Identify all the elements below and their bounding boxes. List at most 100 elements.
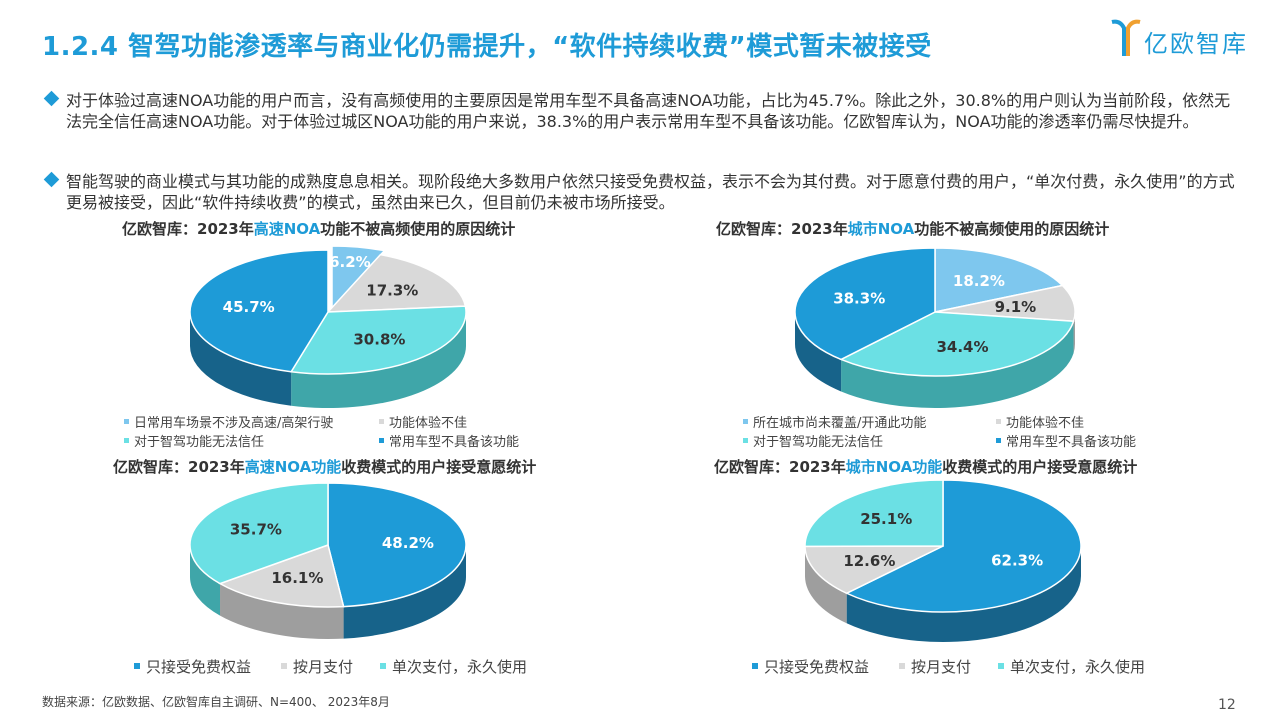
pie-chart-city-reasons: 18.2% 9.1% 34.4% 38.3% [794, 247, 1076, 408]
pie-slice-label: 38.3% [833, 290, 885, 308]
pie-slice [289, 305, 467, 375]
legend-swatch [124, 419, 129, 424]
legend-swatch [379, 438, 384, 443]
pie-slice [804, 545, 944, 595]
data-source-note: 数据来源：亿欧数据、亿欧智库自主调研、N=400、 2023年8月 [42, 695, 390, 709]
chart-title-highlight: 城市NOA功能 [845, 458, 943, 476]
pie-slice-label: 62.3% [991, 551, 1043, 569]
pie-slice-side [291, 312, 466, 408]
pie-slice [844, 479, 1082, 613]
legend-item: 单次支付，永久使用 [998, 656, 1145, 677]
legend-swatch [743, 419, 748, 424]
legend-label: 单次支付，永久使用 [392, 658, 528, 676]
chart-title-part: 亿欧智库：2023年 [716, 220, 848, 238]
pie-slice-label: 48.2% [382, 534, 434, 552]
legend-label: 功能体验不佳 [389, 416, 468, 431]
legend-item: 功能体验不佳 [379, 412, 467, 431]
chart-title-part: 功能不被高频使用的原因统计 [914, 220, 1110, 238]
pie-chart-highway-reasons: 6.2% 17.3% 30.8% 45.7% [189, 245, 467, 408]
diamond-bullet-icon [43, 171, 60, 188]
pie-slice-label: 25.1% [860, 510, 912, 528]
legend-item: 常用车型不具备该功能 [379, 431, 519, 450]
pie-slice [934, 247, 1064, 313]
chart-title-part: 收费模式的用户接受意愿统计 [341, 458, 537, 476]
legend-label: 功能体验不佳 [1006, 416, 1085, 431]
pie-slice-side [805, 546, 847, 624]
chart-title-highlight: 城市NOA [847, 220, 915, 238]
pie-slice-side [846, 546, 1081, 642]
legend-item: 只接受免费权益 [134, 656, 251, 677]
legend-item: 按月支付 [281, 656, 353, 677]
legend-city-payment: 只接受免费权益 按月支付 单次支付，永久使用 [752, 656, 1212, 678]
chart-title-highlight: 高速NOA [253, 220, 321, 238]
logo: 亿欧智库 [1110, 18, 1260, 58]
pie-slice-label: 12.6% [843, 552, 895, 570]
pie-slice-side [841, 321, 1074, 408]
legend-label: 按月支付 [293, 658, 354, 676]
legend-item: 日常用车场景不涉及高速/高架行驶 [124, 412, 333, 431]
legend-label: 对于智驾功能无法信任 [134, 435, 265, 450]
pie-slice-label: 18.2% [953, 272, 1005, 290]
chart-title-part: 收费模式的用户接受意愿统计 [942, 458, 1138, 476]
legend-swatch [743, 438, 748, 443]
legend-label: 常用车型不具备该功能 [1006, 435, 1137, 450]
legend-label: 只接受免费权益 [146, 658, 252, 676]
legend-label: 单次支付，永久使用 [1010, 658, 1146, 676]
pie-slice [326, 253, 467, 313]
pie-chart-highway-payment: 48.2% 16.1% 35.7% [189, 482, 467, 639]
pie-slice-label: 9.1% [995, 298, 1037, 316]
chart-title-city-reasons: 亿欧智库：2023年城市NOA功能不被高频使用的原因统计 [716, 218, 1109, 239]
pie-slice [327, 482, 467, 608]
legend-swatch [998, 662, 1004, 669]
pie-slice-label: 17.3% [366, 282, 418, 300]
pie-slice [189, 249, 329, 373]
legend-label: 常用车型不具备该功能 [389, 435, 520, 450]
legend-swatch [380, 662, 386, 669]
legend-highway-reasons: 日常用车场景不涉及高速/高架行驶 功能体验不佳 对于智驾功能无法信任 常用车型不… [124, 412, 544, 452]
legend-highway-payment: 只接受免费权益 按月支付 单次支付，永久使用 [134, 656, 594, 678]
chart-title-highway-payment: 亿欧智库：2023年高速NOA功能收费模式的用户接受意愿统计 [113, 456, 536, 477]
legend-item: 所在城市尚未覆盖/开通此功能 [743, 412, 926, 431]
legend-label: 日常用车场景不涉及高速/高架行驶 [134, 416, 334, 431]
legend-city-reasons: 所在城市尚未覆盖/开通此功能 功能体验不佳 对于智驾功能无法信任 常用车型不具备… [743, 412, 1163, 452]
bullet-2: 智能驾驶的商业模式与其功能的成熟度息息相关。现阶段绝大多数用户依然只接受免费权益… [43, 171, 1246, 213]
pie-slice-side [190, 545, 221, 616]
page-title: 1.2.4 智驾功能渗透率与商业化仍需提升，“软件持续收费”模式暂未被接受 [42, 32, 932, 62]
legend-label: 所在城市尚未覆盖/开通此功能 [753, 416, 927, 431]
yiou-logo-icon [1111, 19, 1141, 56]
legend-label: 只接受免费权益 [764, 658, 870, 676]
legend-label: 按月支付 [911, 658, 972, 676]
legend-swatch [996, 438, 1001, 443]
legend-item: 只接受免费权益 [752, 656, 869, 677]
legend-item: 功能体验不佳 [996, 412, 1084, 431]
pie-slice-label: 34.4% [936, 338, 988, 356]
pie-slice-side [343, 545, 466, 639]
legend-swatch [281, 662, 287, 669]
legend-swatch [996, 419, 1001, 424]
legend-swatch [379, 419, 384, 424]
pie-chart-city-payment: 62.3% 12.6% 25.1% [804, 479, 1082, 642]
pie-slice-side [190, 312, 292, 406]
legend-item: 常用车型不具备该功能 [996, 431, 1136, 450]
chart-title-highway-reasons: 亿欧智库：2023年高速NOA功能不被高频使用的原因统计 [122, 218, 515, 239]
bullet-text: 对于体验过高速NOA功能的用户而言，没有高频使用的主要原因是常用车型不具备高速N… [66, 91, 1231, 131]
chart-title-part: 亿欧智库：2023年 [122, 220, 254, 238]
chart-title-part: 功能不被高频使用的原因统计 [320, 220, 516, 238]
legend-item: 对于智驾功能无法信任 [743, 431, 883, 450]
chart-title-city-payment: 亿欧智库：2023年城市NOA功能收费模式的用户接受意愿统计 [714, 456, 1137, 477]
page-number: 12 [1218, 697, 1236, 713]
pie-slice-label: 16.1% [271, 569, 323, 587]
pie-slice [839, 311, 1075, 377]
legend-swatch [752, 662, 758, 669]
pie-slice-side [795, 312, 842, 392]
pie-slice-label: 30.8% [353, 331, 405, 349]
legend-item: 单次支付，永久使用 [380, 656, 527, 677]
legend-item: 按月支付 [899, 656, 971, 677]
chart-title-part: 亿欧智库：2023年 [113, 458, 245, 476]
pie-slice-label: 35.7% [230, 520, 282, 538]
bullet-text: 智能驾驶的商业模式与其功能的成熟度息息相关。现阶段绝大多数用户依然只接受免费权益… [66, 172, 1235, 212]
pie-slice [804, 479, 944, 548]
bullet-1: 对于体验过高速NOA功能的用户而言，没有高频使用的主要原因是常用车型不具备高速N… [43, 90, 1246, 132]
pie-slice-label: 6.2% [329, 253, 371, 271]
logo-text: 亿欧智库 [1144, 30, 1248, 58]
